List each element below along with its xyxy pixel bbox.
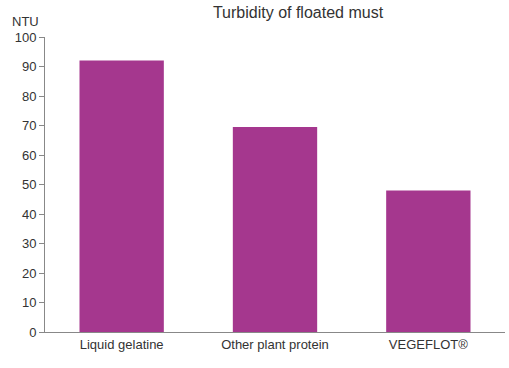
svg-text:90: 90 xyxy=(22,59,36,74)
svg-text:70: 70 xyxy=(22,118,36,133)
svg-text:30: 30 xyxy=(22,236,36,251)
svg-text:Turbidity of floated must: Turbidity of floated must xyxy=(213,4,384,21)
svg-text:0: 0 xyxy=(29,325,36,340)
svg-text:VEGEFLOT®: VEGEFLOT® xyxy=(389,337,468,352)
svg-text:100: 100 xyxy=(15,30,37,45)
svg-text:10: 10 xyxy=(22,295,36,310)
svg-text:NTU: NTU xyxy=(12,14,39,29)
svg-text:80: 80 xyxy=(22,89,36,104)
svg-text:50: 50 xyxy=(22,177,36,192)
svg-text:40: 40 xyxy=(22,207,36,222)
svg-text:60: 60 xyxy=(22,148,36,163)
svg-text:Other plant protein: Other plant protein xyxy=(221,337,329,352)
svg-text:Liquid gelatine: Liquid gelatine xyxy=(80,337,164,352)
svg-text:20: 20 xyxy=(22,266,36,281)
